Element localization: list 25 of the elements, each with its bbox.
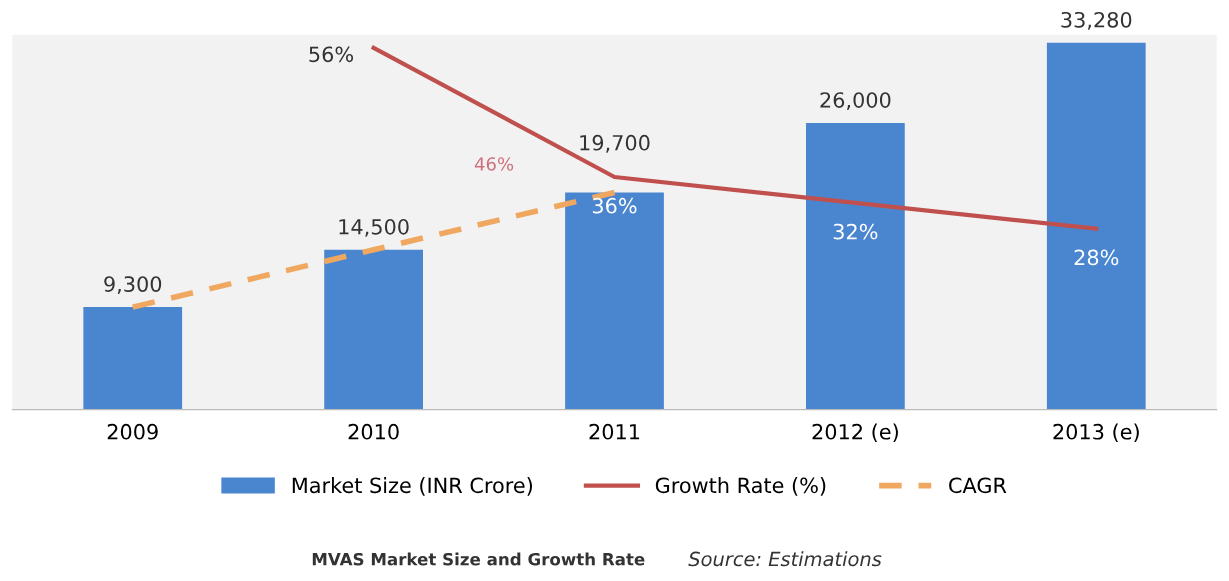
x-tick-label: 2010 bbox=[348, 423, 399, 440]
data-label: 33,280 bbox=[1061, 11, 1132, 30]
legend-label: Market Size (INR Crore) bbox=[292, 477, 532, 496]
bar bbox=[1046, 42, 1146, 410]
x-tick-label: 2011 bbox=[589, 423, 640, 440]
legend-label: Growth Rate (%) bbox=[655, 477, 826, 496]
data-label: 9,300 bbox=[104, 276, 162, 295]
legend-label: CAGR bbox=[949, 477, 1007, 494]
source-note: Source: Estimations bbox=[688, 551, 882, 567]
x-tick-label: 2013 (e) bbox=[1053, 423, 1139, 443]
text: MVAS Market Size and Growth Rate bbox=[312, 552, 645, 566]
data-label: 28% bbox=[1074, 249, 1119, 266]
x-tick-label: 2012 (e) bbox=[812, 423, 898, 443]
data-label: 19,700 bbox=[580, 134, 650, 153]
bar bbox=[565, 192, 664, 410]
bar bbox=[806, 123, 905, 410]
x-tick-label: 2009 bbox=[107, 423, 158, 440]
data-label: 56% bbox=[309, 46, 354, 63]
data-label: 32% bbox=[833, 223, 878, 240]
data-label: 36% bbox=[592, 197, 637, 214]
data-label: 14,500 bbox=[339, 218, 409, 237]
data-label: 26,000 bbox=[820, 92, 891, 111]
bar bbox=[324, 249, 423, 410]
bar bbox=[83, 307, 183, 410]
annotation: 46% bbox=[474, 157, 514, 171]
